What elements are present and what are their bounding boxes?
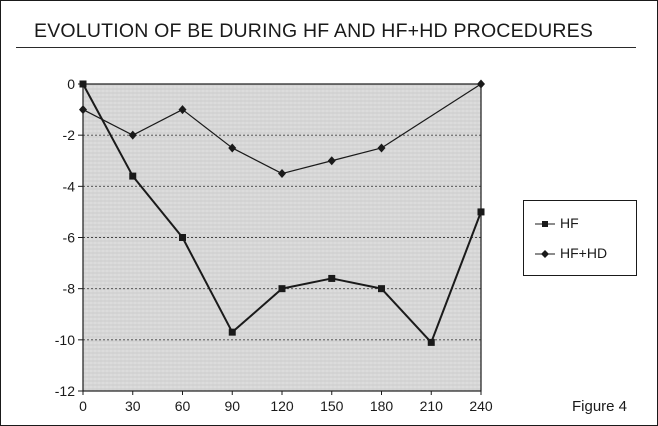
series-hf bbox=[79, 80, 485, 346]
data-point-diamond bbox=[477, 79, 485, 89]
data-point-diamond bbox=[327, 156, 336, 166]
data-point-square bbox=[328, 274, 336, 282]
diamond-marker-icon bbox=[535, 250, 555, 259]
data-point-square bbox=[378, 285, 385, 293]
title-underline bbox=[16, 47, 636, 48]
series-hf-hd bbox=[79, 79, 485, 179]
y-tick-label: -12 bbox=[55, 383, 75, 399]
legend-label-hf-hd: HF+HD bbox=[560, 245, 608, 261]
data-point-square bbox=[129, 172, 137, 180]
series-group bbox=[79, 79, 485, 346]
data-point-square bbox=[278, 285, 286, 293]
data-point-square bbox=[179, 234, 186, 241]
plot-area bbox=[83, 84, 481, 391]
data-point-square bbox=[427, 338, 435, 346]
legend-item-hf-hd: HF+HD bbox=[534, 245, 607, 261]
chart-title: EVOLUTION OF BE DURING HF AND HF+HD PROC… bbox=[34, 20, 594, 42]
data-point-diamond bbox=[178, 105, 187, 115]
x-tick-label: 120 bbox=[270, 398, 294, 414]
x-tick-label: 240 bbox=[469, 398, 493, 414]
y-tick-label: -8 bbox=[63, 281, 76, 297]
data-point-diamond bbox=[128, 130, 137, 140]
legend-label-hf: HF bbox=[560, 215, 579, 231]
x-tick-label: 180 bbox=[370, 398, 394, 414]
y-tick-label: -10 bbox=[55, 332, 75, 348]
data-point-diamond bbox=[278, 169, 286, 179]
y-tick-label: -4 bbox=[63, 178, 76, 194]
x-tick-label: 60 bbox=[175, 398, 191, 414]
x-tick-label: 150 bbox=[320, 398, 344, 414]
y-tick-label: -6 bbox=[63, 230, 76, 246]
y-tick-label: -2 bbox=[63, 127, 76, 143]
x-tick-label: 90 bbox=[224, 398, 240, 414]
data-point-square bbox=[477, 208, 485, 216]
data-point-square bbox=[228, 328, 236, 336]
legend: HF HF+HD bbox=[523, 200, 637, 276]
square-marker-icon bbox=[535, 221, 555, 228]
x-tick-label: 30 bbox=[125, 398, 141, 414]
plot-border bbox=[82, 83, 482, 392]
series-line bbox=[82, 83, 482, 175]
data-point-diamond bbox=[377, 143, 386, 153]
data-point-square bbox=[79, 80, 87, 88]
axes bbox=[78, 83, 482, 395]
data-point-diamond bbox=[79, 105, 87, 115]
legend-item-hf: HF bbox=[534, 215, 579, 231]
x-tick-label: 0 bbox=[79, 398, 87, 414]
data-point-diamond bbox=[228, 143, 237, 153]
figure-caption: Figure 4 bbox=[572, 398, 628, 415]
x-tick-label: 210 bbox=[420, 398, 444, 414]
tick-labels: 0-2-4-6-8-10-120 30 60 90 120 150 180 210 240 bbox=[55, 76, 493, 414]
y-tick-label: 0 bbox=[67, 76, 75, 92]
